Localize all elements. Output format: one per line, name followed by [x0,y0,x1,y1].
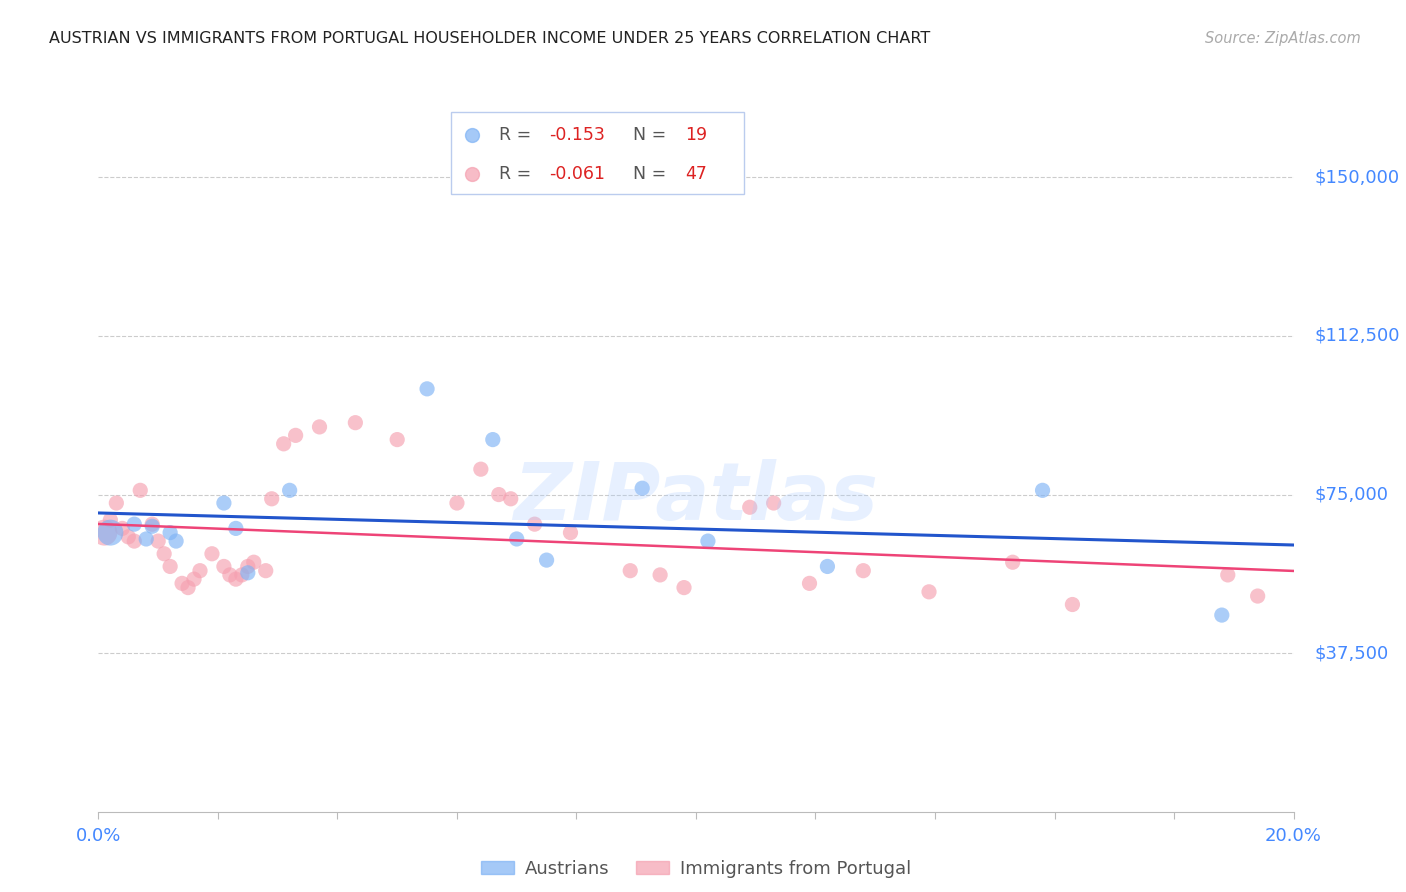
Point [225,572,247,586]
Text: 47: 47 [685,165,707,183]
Point [416,382,439,396]
Point [523,517,546,532]
Text: 19: 19 [685,127,707,145]
Point [631,481,654,495]
Point [273,437,295,451]
Text: $112,500: $112,500 [1315,327,1400,345]
Point [105,496,128,510]
Point [172,576,194,591]
Point [141,517,163,532]
Point [135,532,157,546]
Point [481,433,505,447]
Point [738,500,761,515]
Point [212,559,235,574]
Point [1062,598,1084,612]
Point [159,525,181,540]
Text: AUSTRIAN VS IMMIGRANTS FROM PORTUGAL HOUSEHOLDER INCOME UNDER 25 YEARS CORRELATI: AUSTRIAN VS IMMIGRANTS FROM PORTUGAL HOU… [49,31,931,46]
Point [1032,483,1054,498]
Point [98,525,122,540]
Point [536,553,558,567]
FancyBboxPatch shape [451,112,744,194]
Point [260,491,283,506]
Point [93,525,115,540]
Point [284,428,307,442]
Point [243,555,266,569]
Point [648,568,672,582]
Point [308,420,330,434]
Text: -0.061: -0.061 [548,165,605,183]
Point [815,559,838,574]
Point [762,496,785,510]
Point [188,564,211,578]
Point [177,581,200,595]
Point [385,433,409,447]
Point [446,496,468,510]
Point [560,525,582,540]
Legend: Austrians, Immigrants from Portugal: Austrians, Immigrants from Portugal [474,853,918,885]
Text: ZIPatlas: ZIPatlas [513,458,879,537]
Point [278,483,301,498]
Point [254,564,277,578]
Point [673,581,696,595]
Point [212,496,235,510]
Point [98,513,122,527]
Point [918,584,941,599]
Point [499,491,522,506]
Point [1211,608,1233,623]
Point [117,530,139,544]
Point [619,564,641,578]
Text: N =: N = [621,165,672,183]
Point [111,521,134,535]
Point [1001,555,1024,569]
Text: $150,000: $150,000 [1315,169,1400,186]
Text: -0.153: -0.153 [548,127,605,145]
Point [225,521,247,535]
Point [1247,589,1270,603]
Point [799,576,821,591]
Text: Source: ZipAtlas.com: Source: ZipAtlas.com [1205,31,1361,46]
Point [159,559,181,574]
Point [488,487,510,501]
Point [1216,568,1239,582]
Point [124,517,146,532]
Text: N =: N = [621,127,672,145]
Point [470,462,492,476]
Point [231,568,253,582]
Text: R =: R = [499,165,537,183]
Point [153,547,176,561]
Point [129,483,152,498]
Point [852,564,875,578]
Point [201,547,224,561]
Point [697,534,720,549]
Point [236,559,259,574]
Point [124,534,146,549]
Point [344,416,367,430]
Point [506,532,529,546]
Text: R =: R = [499,127,537,145]
Point [165,534,187,549]
Point [236,566,259,580]
Point [141,519,163,533]
Point [219,568,242,582]
Point [148,534,170,549]
Text: $75,000: $75,000 [1315,485,1389,504]
Text: $37,500: $37,500 [1315,644,1389,662]
Point [183,572,205,586]
